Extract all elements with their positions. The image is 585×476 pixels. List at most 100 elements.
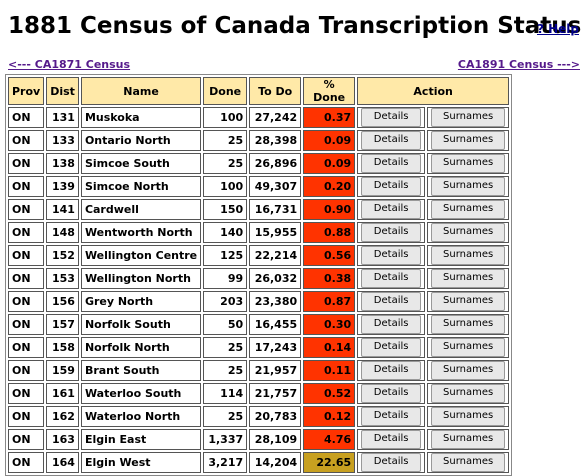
dist-cell: 152 (46, 245, 79, 266)
details-cell: Details (357, 291, 425, 312)
surnames-button[interactable]: Surnames (431, 246, 505, 265)
todo-cell: 15,955 (249, 222, 301, 243)
details-button[interactable]: Details (361, 108, 421, 127)
details-button[interactable]: Details (361, 407, 421, 426)
details-button[interactable]: Details (361, 338, 421, 357)
table-row: ON 141 Cardwell 150 16,731 0.90 Details … (8, 199, 509, 220)
surnames-button[interactable]: Surnames (431, 292, 505, 311)
done-cell: 25 (203, 360, 247, 381)
details-button[interactable]: Details (361, 315, 421, 334)
surnames-button[interactable]: Surnames (431, 269, 505, 288)
surnames-button[interactable]: Surnames (431, 361, 505, 380)
name-cell: Muskoka (81, 107, 201, 128)
prov-cell: ON (8, 176, 44, 197)
dist-cell: 139 (46, 176, 79, 197)
details-button[interactable]: Details (361, 292, 421, 311)
details-cell: Details (357, 452, 425, 473)
details-cell: Details (357, 314, 425, 335)
details-cell: Details (357, 406, 425, 427)
prov-cell: ON (8, 199, 44, 220)
surnames-button[interactable]: Surnames (431, 131, 505, 150)
details-button[interactable]: Details (361, 269, 421, 288)
done-cell: 140 (203, 222, 247, 243)
table-row: ON 162 Waterloo North 25 20,783 0.12 Det… (8, 406, 509, 427)
surnames-cell: Surnames (427, 130, 509, 151)
prov-cell: ON (8, 360, 44, 381)
surnames-button[interactable]: Surnames (431, 315, 505, 334)
todo-cell: 23,380 (249, 291, 301, 312)
header-todo: To Do (249, 77, 301, 105)
help-link[interactable]: ? Help (537, 22, 579, 36)
done-cell: 25 (203, 406, 247, 427)
details-button[interactable]: Details (361, 453, 421, 472)
surnames-button[interactable]: Surnames (431, 200, 505, 219)
surnames-button[interactable]: Surnames (431, 223, 505, 242)
header-name: Name (81, 77, 201, 105)
details-cell: Details (357, 130, 425, 151)
surnames-cell: Surnames (427, 314, 509, 335)
table-body: ON 131 Muskoka 100 27,242 0.37 Details S… (8, 107, 509, 473)
surnames-cell: Surnames (427, 383, 509, 404)
todo-cell: 49,307 (249, 176, 301, 197)
dist-cell: 159 (46, 360, 79, 381)
surnames-cell: Surnames (427, 176, 509, 197)
surnames-button[interactable]: Surnames (431, 430, 505, 449)
surnames-cell: Surnames (427, 268, 509, 289)
prov-cell: ON (8, 153, 44, 174)
details-button[interactable]: Details (361, 131, 421, 150)
surnames-cell: Surnames (427, 337, 509, 358)
pct-done-cell: 0.14 (303, 337, 355, 358)
details-button[interactable]: Details (361, 200, 421, 219)
done-cell: 125 (203, 245, 247, 266)
name-cell: Norfolk North (81, 337, 201, 358)
pct-done-cell: 22.65 (303, 452, 355, 473)
details-button[interactable]: Details (361, 430, 421, 449)
done-cell: 99 (203, 268, 247, 289)
pct-done-cell: 0.30 (303, 314, 355, 335)
details-button[interactable]: Details (361, 384, 421, 403)
surnames-button[interactable]: Surnames (431, 384, 505, 403)
done-cell: 203 (203, 291, 247, 312)
header-dist: Dist (46, 77, 79, 105)
prov-cell: ON (8, 314, 44, 335)
details-button[interactable]: Details (361, 154, 421, 173)
details-cell: Details (357, 383, 425, 404)
pct-done-cell: 0.38 (303, 268, 355, 289)
surnames-button[interactable]: Surnames (431, 108, 505, 127)
surnames-button[interactable]: Surnames (431, 338, 505, 357)
todo-cell: 26,896 (249, 153, 301, 174)
pct-done-cell: 0.09 (303, 130, 355, 151)
details-button[interactable]: Details (361, 246, 421, 265)
header-pct-done: % Done (303, 77, 355, 105)
surnames-cell: Surnames (427, 245, 509, 266)
details-cell: Details (357, 337, 425, 358)
details-button[interactable]: Details (361, 223, 421, 242)
details-button[interactable]: Details (361, 177, 421, 196)
details-button[interactable]: Details (361, 361, 421, 380)
pct-done-cell: 0.09 (303, 153, 355, 174)
name-cell: Simcoe South (81, 153, 201, 174)
name-cell: Wentworth North (81, 222, 201, 243)
prov-cell: ON (8, 107, 44, 128)
next-census-link[interactable]: CA1891 Census ---> (458, 58, 580, 71)
status-table: Prov Dist Name Done To Do % Done Action … (5, 74, 512, 476)
details-cell: Details (357, 199, 425, 220)
table-row: ON 131 Muskoka 100 27,242 0.37 Details S… (8, 107, 509, 128)
header-done: Done (203, 77, 247, 105)
prov-cell: ON (8, 245, 44, 266)
name-cell: Wellington North (81, 268, 201, 289)
prev-census-link[interactable]: <--- CA1871 Census (8, 58, 130, 71)
dist-cell: 153 (46, 268, 79, 289)
dist-cell: 133 (46, 130, 79, 151)
todo-cell: 16,731 (249, 199, 301, 220)
dist-cell: 162 (46, 406, 79, 427)
surnames-button[interactable]: Surnames (431, 177, 505, 196)
prov-cell: ON (8, 406, 44, 427)
surnames-button[interactable]: Surnames (431, 407, 505, 426)
prov-cell: ON (8, 383, 44, 404)
surnames-button[interactable]: Surnames (431, 154, 505, 173)
pct-done-cell: 0.87 (303, 291, 355, 312)
surnames-button[interactable]: Surnames (431, 453, 505, 472)
header-action: Action (357, 77, 509, 105)
done-cell: 150 (203, 199, 247, 220)
